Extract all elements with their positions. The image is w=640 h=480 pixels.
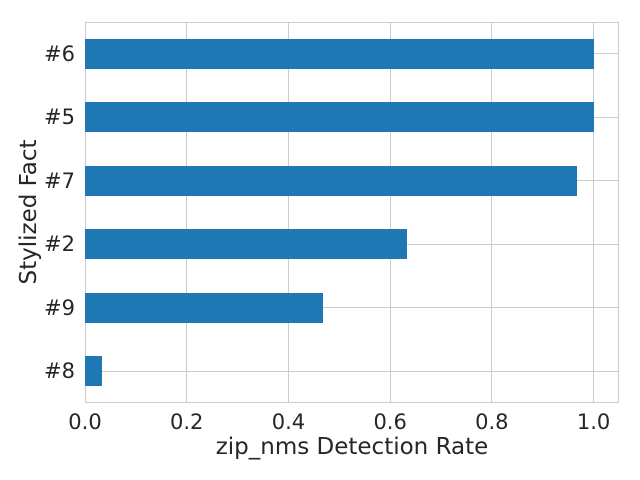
bar-fact-8 [85,356,102,387]
x-tick-label: 0.8 [475,410,509,434]
y-tick-label: #2 [44,232,75,257]
plot-area [85,22,619,403]
x-tick-label: 0.2 [170,410,204,434]
x-gridline [84,22,86,403]
x-gridline [186,22,188,403]
x-gridline [287,22,289,403]
y-tick-label: #9 [44,295,75,320]
bar-fact-7 [85,165,577,196]
y-gridline [85,370,619,372]
y-tick-label: #7 [44,168,75,193]
y-gridline [85,307,619,309]
x-tick-label: 0.0 [68,410,102,434]
x-tick-label: 0.6 [373,410,407,434]
x-gridline [593,22,595,403]
y-tick-label: #5 [44,105,75,130]
bar-fact-2 [85,229,407,260]
bar-fact-5 [85,102,594,133]
x-axis-label: zip_nms Detection Rate [215,434,489,460]
x-gridline [491,22,493,403]
x-gridline [389,22,391,403]
y-axis-label: Stylized Fact [16,139,42,285]
y-tick-label: #6 [44,41,75,66]
y-tick-label: #8 [44,359,75,384]
bar-fact-9 [85,292,323,323]
x-tick-label: 0.4 [271,410,306,434]
x-tick-label: 1.0 [576,410,611,434]
bar-fact-6 [85,38,594,69]
